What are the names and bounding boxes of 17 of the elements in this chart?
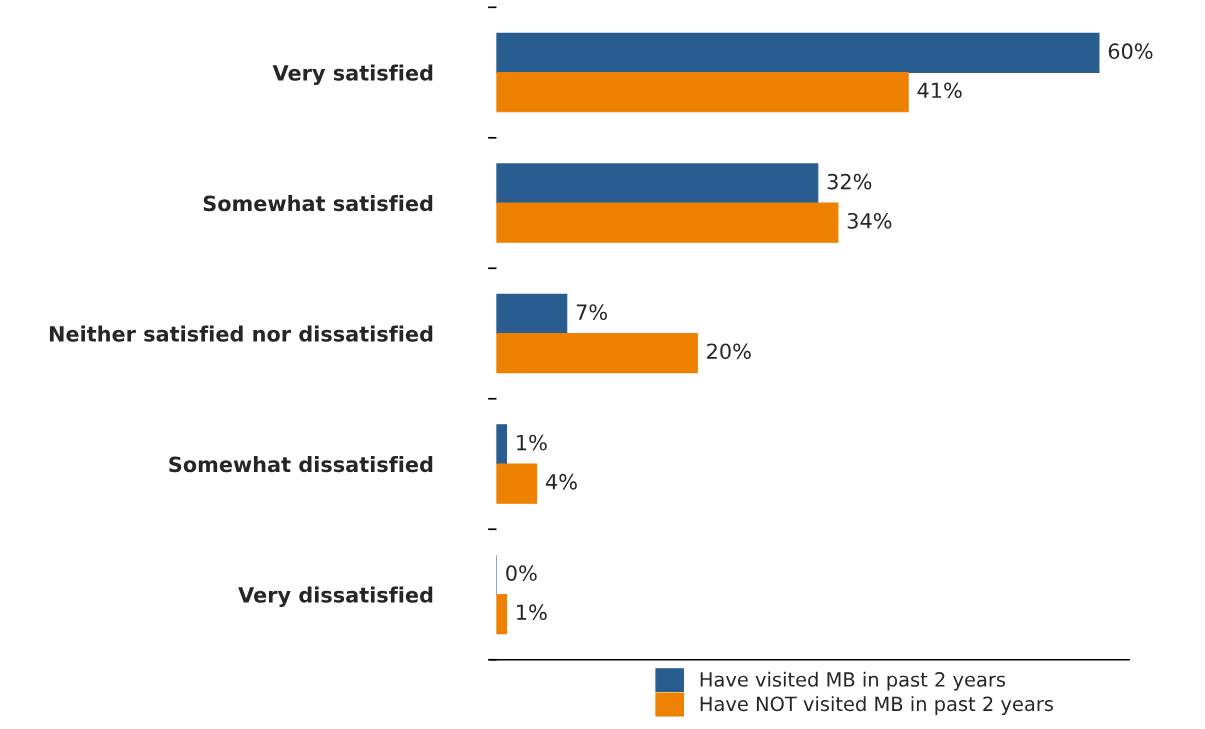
data-label: 1% — [517, 434, 547, 451]
y-tick-label: Very satisfied — [272, 64, 433, 85]
data-label: 41% — [917, 82, 962, 99]
y-tick-label: Very dissatisfied — [238, 586, 433, 607]
data-label: 0% — [506, 565, 537, 581]
data-label: 60% — [1108, 43, 1153, 60]
legend-label: Have visited MB in past 2 years — [700, 671, 1006, 691]
legend-label: Have NOT visited MB in past 2 years — [700, 696, 1053, 715]
data-label: 1% — [517, 604, 547, 621]
data-label: 4% — [545, 473, 577, 490]
data-label: 7% — [576, 304, 607, 320]
y-tick-label: Somewhat satisfied — [203, 195, 433, 212]
data-label: 32% — [827, 173, 872, 190]
y-tick-label: Neither satisfied nor dissatisfied — [49, 325, 433, 342]
data-label: 20% — [707, 343, 751, 360]
y-tick-label: Somewhat dissatisfied — [169, 456, 433, 473]
data-label: 34% — [847, 212, 892, 229]
